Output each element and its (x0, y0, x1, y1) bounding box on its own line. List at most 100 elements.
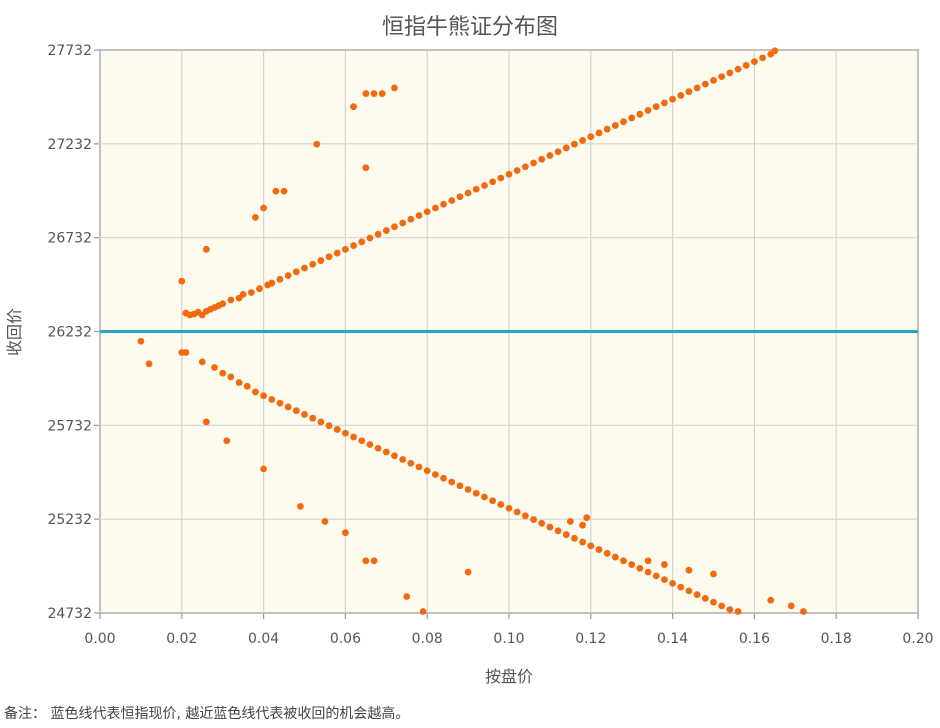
chart-svg: 恒指牛熊证分布图 2473225232257322623226732272322… (5, 15, 934, 686)
data-point-lower (399, 456, 407, 463)
data-point-lower (297, 503, 304, 510)
data-point-upper (370, 90, 378, 97)
data-point-upper (292, 268, 300, 276)
data-point-upper (669, 95, 676, 103)
data-point-upper (431, 204, 439, 212)
data-point-upper (366, 234, 374, 242)
data-point-lower (431, 471, 439, 478)
data-point-lower (198, 358, 206, 366)
x-tick-label: 0.20 (902, 631, 933, 647)
data-point-upper (415, 212, 423, 219)
data-point-lower (554, 527, 562, 535)
data-point-lower (579, 521, 587, 529)
data-point-upper (505, 170, 513, 178)
data-point-lower (530, 516, 537, 523)
data-point-lower (726, 606, 734, 614)
data-point-upper (513, 167, 521, 174)
y-tick-label: 26732 (47, 231, 92, 247)
data-point-lower (701, 594, 709, 602)
data-point-upper (579, 137, 587, 144)
data-point-lower (260, 392, 267, 400)
data-point-lower (260, 465, 267, 473)
data-point-lower (661, 561, 668, 568)
data-point-upper (280, 187, 288, 195)
data-point-lower (611, 553, 619, 561)
data-point-upper (726, 69, 734, 77)
data-point-upper (771, 47, 779, 55)
scatter-points (137, 47, 807, 615)
data-point-upper (464, 189, 472, 197)
data-point-upper (595, 129, 603, 137)
data-point-lower (358, 437, 366, 445)
x-tick-label: 0.00 (84, 631, 115, 647)
data-point-lower (644, 557, 652, 565)
data-point-upper (497, 174, 505, 182)
x-tick-label: 0.10 (493, 631, 524, 647)
data-point-lower (669, 579, 676, 587)
data-point-upper (178, 277, 186, 285)
data-point-upper (628, 114, 636, 122)
data-point-lower (407, 459, 415, 467)
data-point-upper (423, 208, 431, 216)
data-point-upper (456, 193, 464, 201)
data-point-upper (227, 296, 235, 304)
data-point-lower (636, 564, 644, 572)
y-tick-label: 26232 (47, 325, 92, 341)
data-point-upper (710, 77, 717, 84)
data-point-upper (489, 178, 497, 186)
data-point-upper (661, 99, 668, 107)
data-point-lower (243, 382, 251, 390)
x-tick-label: 0.04 (248, 631, 279, 647)
data-point-upper (571, 140, 578, 148)
data-point-lower (661, 576, 668, 583)
x-tick-label: 0.02 (166, 631, 197, 647)
data-point-lower (252, 388, 259, 396)
data-point-lower (325, 422, 333, 430)
data-point-upper (382, 227, 390, 234)
data-point-lower (235, 379, 243, 386)
data-point-lower (800, 608, 807, 615)
data-point-lower (505, 504, 513, 512)
data-point-lower (309, 414, 317, 422)
x-tick-label: 0.18 (821, 631, 852, 647)
data-point-upper (239, 290, 247, 298)
data-point-lower (223, 437, 231, 445)
data-point-lower (562, 531, 570, 538)
data-point-upper (652, 103, 660, 111)
data-point-lower (419, 608, 427, 615)
data-point-lower (403, 593, 411, 600)
data-point-upper (538, 155, 546, 163)
data-point-upper (252, 213, 259, 221)
data-point-upper (677, 92, 685, 99)
data-point-lower (464, 486, 472, 493)
data-point-lower (693, 591, 701, 599)
x-axis-label: 按盘价 (485, 667, 533, 686)
data-point-upper (562, 144, 570, 152)
x-tick-label: 0.08 (412, 631, 443, 647)
data-point-lower (571, 534, 578, 542)
data-point-lower (464, 568, 472, 576)
data-point-lower (342, 529, 349, 537)
y-tick-label: 25232 (47, 512, 92, 528)
data-point-upper (256, 285, 263, 293)
data-point-upper (620, 118, 627, 126)
x-tick-label: 0.06 (330, 631, 361, 647)
data-point-upper (350, 242, 357, 249)
data-point-upper (521, 163, 529, 171)
data-point-upper (202, 245, 210, 253)
data-point-upper (272, 187, 280, 195)
data-point-lower (333, 426, 341, 433)
data-point-upper (742, 61, 750, 69)
data-point-upper (481, 182, 488, 189)
data-point-upper (472, 185, 480, 193)
data-point-upper (276, 275, 284, 283)
data-point-lower (587, 542, 595, 550)
data-point-lower (685, 566, 693, 574)
data-point-upper (554, 148, 562, 156)
data-point-lower (268, 396, 276, 403)
data-point-lower (391, 452, 398, 460)
data-point-lower (292, 407, 300, 415)
x-tick-label: 0.14 (657, 631, 688, 647)
chart-title: 恒指牛熊证分布图 (382, 15, 558, 40)
data-point-lower (546, 523, 554, 531)
